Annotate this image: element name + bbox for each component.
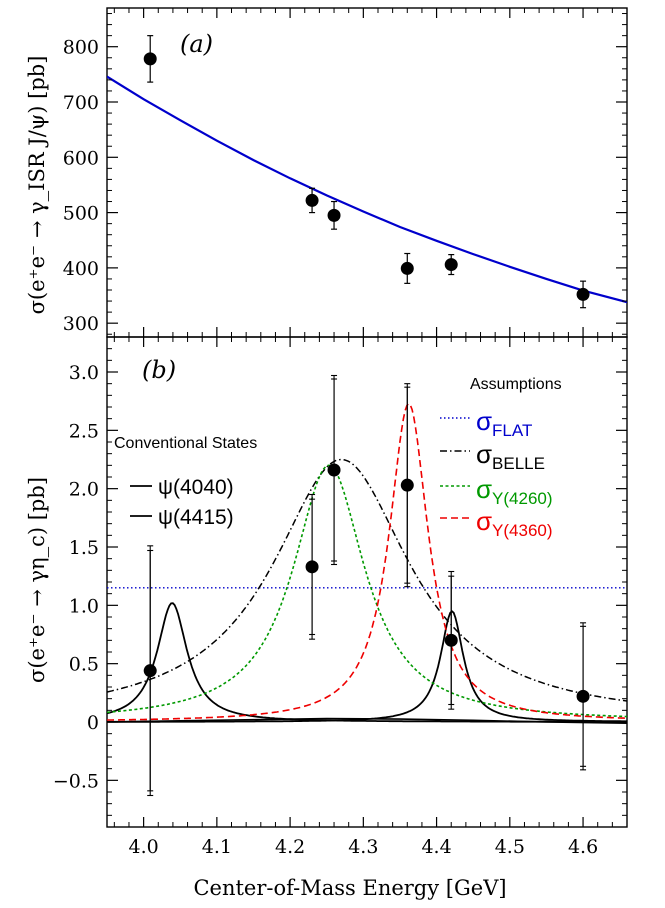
data-point-a <box>444 258 458 272</box>
legend-assumptions: Assumptions σFLAT σBELLE σY(4260) σY(436… <box>440 376 562 540</box>
data-point-b <box>327 463 341 477</box>
y-tick-label-b: 1.0 <box>69 595 99 617</box>
panel-a-ylabel: σ(e⁺e⁻ → γ_ISR J/ψ) [pb] <box>25 56 49 315</box>
data-point-a <box>400 261 414 275</box>
x-tick-label: 4.3 <box>348 836 378 858</box>
y-tick-label-b: 2.0 <box>69 479 99 501</box>
legend-psi4415-label: ψ(4415) <box>158 506 234 529</box>
legend-y4260-symbol: σ <box>476 474 492 504</box>
y-tick-label-a: 600 <box>63 147 99 169</box>
data-point-b <box>143 664 157 678</box>
panel-a-curves <box>107 75 627 304</box>
legend-flat-symbol: σ <box>476 406 492 436</box>
x-tick-label: 4.2 <box>275 836 305 858</box>
curve-belle <box>107 458 627 702</box>
legend-belle-symbol: σ <box>476 439 492 469</box>
legend-y4360-sub: Y(4360) <box>492 521 552 540</box>
panel-a-points <box>143 35 590 309</box>
legend-conventional: Conventional States ψ(4040) ψ(4415) <box>114 435 257 529</box>
legend-y4260-label: σY(4260) <box>476 474 553 508</box>
y-tick-label-b: 0 <box>87 712 99 734</box>
legend-y4360-label: σY(4360) <box>476 506 553 540</box>
axis-ticks: 4.0 4.1 4.2 4.3 4.4 4.5 4.6 300 400 500 600 700 800 −… <box>53 8 628 858</box>
legend-belle-sub: BELLE <box>492 454 545 473</box>
legend-flat-label: σFLAT <box>476 406 532 440</box>
y-tick-label-a: 500 <box>63 203 99 225</box>
data-point-b <box>576 689 590 703</box>
panel-b-curves <box>107 402 627 724</box>
x-tick-label: 4.6 <box>568 836 598 858</box>
y-tick-label-a: 800 <box>63 37 99 59</box>
x-tick-label: 4.5 <box>495 836 525 858</box>
y-tick-label-b: 3.0 <box>69 362 99 384</box>
legend-belle-label: σBELLE <box>476 439 545 473</box>
x-tick-label: 4.0 <box>129 836 159 858</box>
y-tick-label-a: 700 <box>63 92 99 114</box>
y-tick-label-b: 1.5 <box>69 537 99 559</box>
curve-psi4415 <box>107 609 627 723</box>
x-tick-label: 4.1 <box>202 836 232 858</box>
legend-y4260-sub: Y(4260) <box>492 489 552 508</box>
curve-psi4040 <box>107 602 627 723</box>
x-tick-label: 4.4 <box>421 836 451 858</box>
y-tick-label-a: 400 <box>63 258 99 280</box>
panel-b-ylabel: σ(e⁺e⁻ → γη_c) [pb] <box>25 477 49 683</box>
x-axis-title: Center-of-Mass Energy [GeV] <box>193 876 506 900</box>
data-point-b <box>400 478 414 492</box>
legend-flat-sub: FLAT <box>492 421 532 440</box>
data-point-b <box>305 560 319 574</box>
data-point-a <box>327 208 341 222</box>
y-tick-label-b: 0.5 <box>69 654 99 676</box>
panel-a-label: (a) <box>180 30 213 58</box>
legend-psi4040-label: ψ(4040) <box>158 476 234 499</box>
y-tick-label-a: 300 <box>63 313 99 335</box>
panel-b-label: (b) <box>142 356 176 384</box>
data-point-a <box>143 52 157 66</box>
fit-curve <box>107 75 627 304</box>
panel-b-frame <box>106 336 628 828</box>
legend-conventional-title: Conventional States <box>114 435 257 452</box>
curve-y4260 <box>107 464 627 718</box>
legend-assumptions-title: Assumptions <box>470 376 562 393</box>
data-point-a <box>576 287 590 301</box>
panel-b-points <box>143 374 590 797</box>
data-point-b <box>444 633 458 647</box>
curve-y4360 <box>107 402 627 721</box>
y-tick-label-b: −0.5 <box>53 770 99 792</box>
data-point-a <box>305 193 319 207</box>
legend-y4360-symbol: σ <box>476 506 492 536</box>
y-tick-label-b: 2.5 <box>69 420 99 442</box>
